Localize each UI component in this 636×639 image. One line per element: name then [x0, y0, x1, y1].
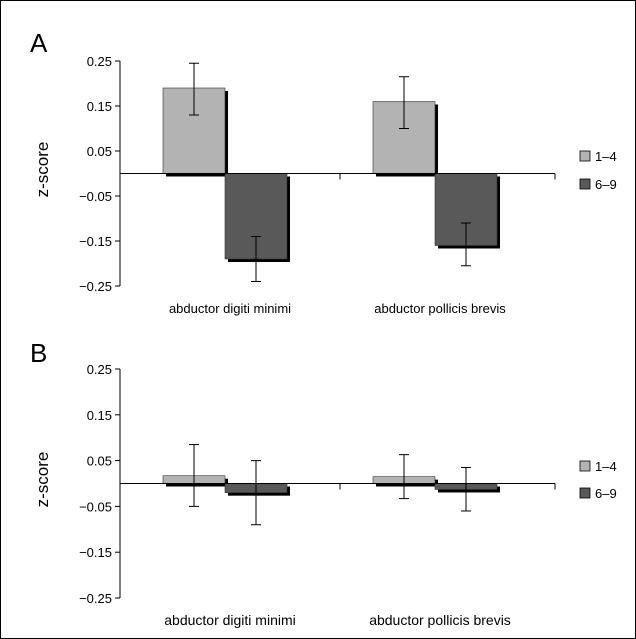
- y-tick-label: −0.25: [79, 279, 112, 294]
- panel-label: B: [30, 338, 47, 368]
- legend-label-2: 6–9: [595, 486, 617, 501]
- y-tick-label: 0.15: [87, 99, 112, 114]
- y-tick-label: 0.05: [87, 454, 112, 469]
- category-label: abductor digiti minimi: [169, 301, 291, 316]
- y-tick-label: −0.15: [79, 545, 112, 560]
- y-axis-label: z-score: [33, 142, 52, 198]
- y-tick-label: −0.05: [79, 499, 112, 514]
- legend-swatch-1: [579, 150, 591, 162]
- y-tick-label: −0.25: [79, 591, 112, 606]
- panel-label: A: [30, 28, 48, 58]
- legend-label-1: 1–4: [595, 459, 617, 474]
- legend-label-2: 6–9: [595, 177, 617, 192]
- y-tick-label: 0.25: [87, 54, 112, 69]
- legend-label-1: 1–4: [595, 149, 617, 164]
- y-tick-label: 0.15: [87, 408, 112, 423]
- y-axis-label: z-score: [33, 452, 52, 508]
- y-tick-label: 0.05: [87, 144, 112, 159]
- legend-swatch-1: [579, 460, 591, 472]
- y-tick-label: −0.05: [79, 189, 112, 204]
- chart-panel-a: A 0.25 0.15 0.05 −0.05 −0.15 −0.25 z-score abduc…: [30, 28, 617, 316]
- y-tick-label: −0.15: [79, 234, 112, 249]
- legend-swatch-2: [579, 178, 591, 190]
- category-label: abductor pollicis brevis: [369, 612, 511, 628]
- category-label: abductor digiti minimi: [164, 612, 296, 628]
- y-tick-label: 0.25: [87, 362, 112, 377]
- chart-panel-b: B 0.25 0.15 0.05 −0.05 −0.15 −0.25 z-score abduc…: [30, 338, 617, 628]
- category-label: abductor pollicis brevis: [374, 301, 506, 316]
- legend-swatch-2: [579, 487, 591, 499]
